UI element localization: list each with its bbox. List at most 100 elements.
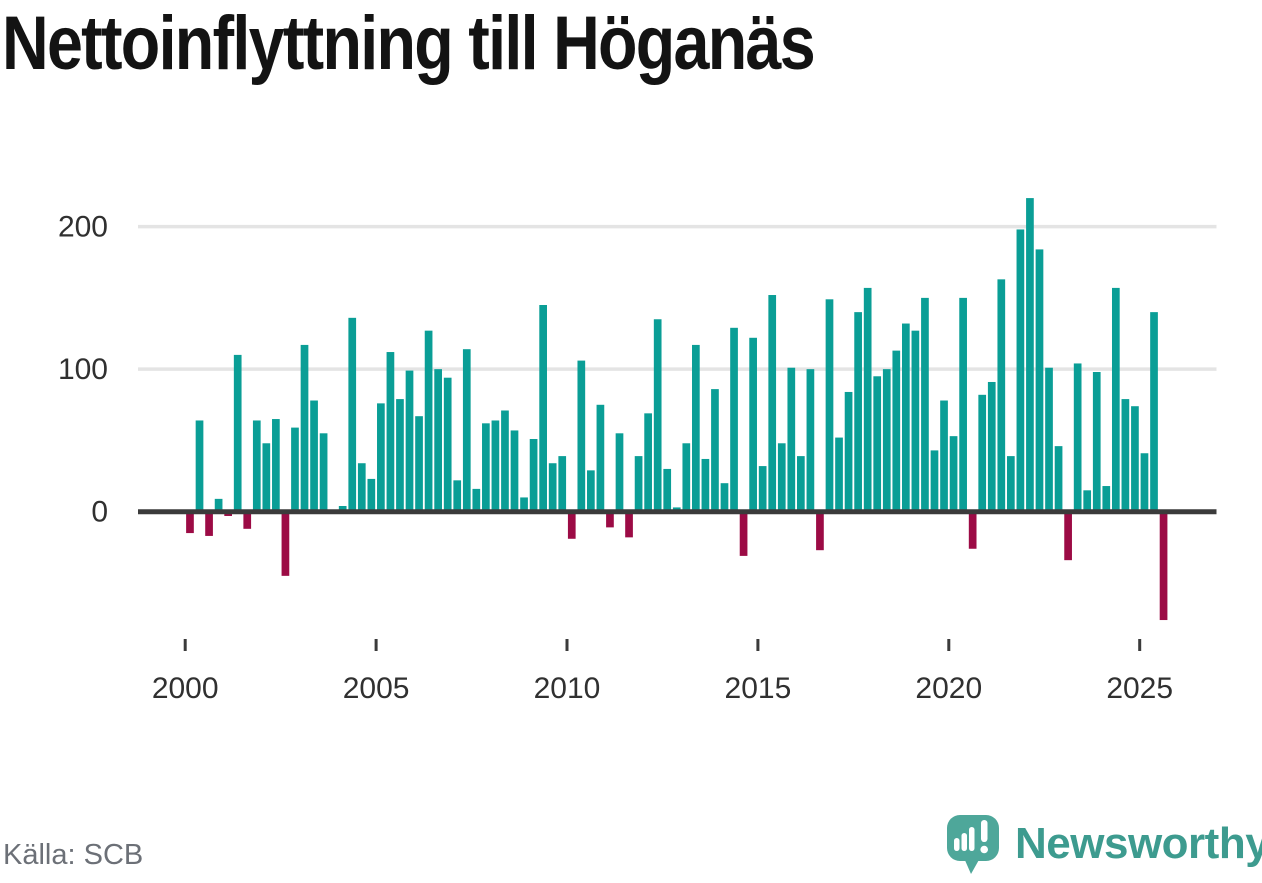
bar-2022Q4 [1054,446,1063,512]
bar-2013Q4 [711,389,719,512]
bar-2013Q1 [682,443,691,512]
bar-2014Q2 [730,327,738,512]
bar-2019Q4 [940,400,948,512]
bar-2002Q1 [262,443,271,512]
source-label: Källa: SCB [3,839,144,871]
bar-2006Q1 [415,416,423,512]
bar-2023Q1 [1064,511,1072,561]
bar-2018Q2 [882,369,891,512]
bar-2005Q3 [396,399,404,512]
bar-2001Q2 [233,354,242,512]
bar-2000Q4 [214,498,223,512]
bar-2021Q3 [1006,456,1015,512]
bar-2017Q3 [854,312,862,512]
bar-2025Q1 [1140,453,1149,512]
bar-2001Q4 [252,420,261,512]
bar-2016Q3 [816,511,824,551]
bar-2016Q4 [825,299,834,512]
bar-2008Q3 [510,430,519,512]
logo-bar-small [954,838,960,851]
logo-exclamation-stem [981,820,988,842]
bar-2004Q1 [338,506,347,512]
bar-2020Q4 [978,394,987,512]
bar-2009Q3 [548,463,557,512]
x-tick-label-2015: 2015 [725,672,792,705]
y-tick-label-0: 0 [91,496,108,529]
bar-2017Q1 [835,437,843,512]
bar-2021Q1 [987,381,996,512]
bar-2022Q1 [1026,198,1034,512]
bar-2005Q4 [405,370,414,512]
bar-2015Q3 [777,443,786,512]
bar-2023Q2 [1073,363,1082,512]
bar-2003Q2 [310,400,318,512]
newsworthy-wordmark: Newsworthy [1015,819,1262,868]
bar-2016Q1 [797,456,805,512]
bar-2020Q3 [968,511,977,549]
bar-2012Q2 [653,319,662,512]
bar-2019Q2 [921,297,929,512]
bar-2011Q1 [606,511,614,528]
bar-2012Q1 [644,413,652,512]
bar-2017Q2 [844,391,853,512]
bar-2007Q3 [472,488,481,512]
bar-2021Q4 [1016,229,1025,512]
bar-2004Q2 [348,317,357,512]
bar-2000Q1 [186,511,194,534]
bar-2018Q1 [873,376,882,512]
bar-2006Q3 [434,369,442,512]
bar-2008Q1 [491,420,500,512]
bar-2024Q3 [1121,399,1130,512]
bar-2002Q3 [281,511,290,576]
bar-2022Q3 [1045,367,1053,512]
bar-2018Q3 [892,350,901,512]
bar-2013Q2 [692,344,700,512]
bar-2025Q3 [1159,511,1168,621]
bar-2006Q4 [443,377,452,512]
bar-2004Q4 [367,478,376,512]
bar-2010Q3 [587,470,595,512]
bar-2002Q4 [291,427,299,512]
bar-2015Q2 [768,295,777,512]
bar-2018Q4 [902,323,910,512]
bar-2017Q4 [863,287,872,512]
bar-2024Q1 [1102,486,1111,512]
bar-2019Q3 [930,450,939,512]
bar-2015Q1 [758,466,767,512]
bar-2019Q1 [911,330,920,512]
bar-2020Q1 [949,436,958,512]
bar-2000Q2 [195,420,204,512]
y-tick-label-200: 200 [58,211,108,244]
chart-title: Nettoinflyttning till Höganäs [2,1,816,86]
bar-2004Q3 [357,463,366,512]
bar-2020Q2 [959,297,967,512]
bar-2002Q2 [272,419,280,512]
x-tick-label-2005: 2005 [343,672,410,705]
bar-2008Q4 [520,497,528,512]
bar-2014Q4 [749,337,757,512]
x-tick-label-2010: 2010 [534,672,601,705]
bar-2009Q1 [529,439,538,512]
bar-2011Q3 [625,511,633,538]
bar-2014Q3 [739,511,748,556]
x-tick-label-2020: 2020 [915,672,982,705]
bar-2025Q2 [1150,312,1158,512]
logo-bar-tall [969,827,975,851]
bar-2000Q3 [205,511,213,536]
bar-2005Q2 [386,352,395,512]
bar-2014Q1 [720,483,729,512]
bar-2003Q1 [300,344,309,512]
bar-2024Q2 [1111,287,1120,512]
bar-2007Q1 [453,480,462,512]
bar-2024Q4 [1131,406,1139,512]
bar-2007Q4 [482,423,490,512]
bar-2011Q2 [615,433,624,512]
x-tick-label-2025: 2025 [1106,672,1173,705]
bar-2007Q2 [462,349,471,512]
bar-2022Q2 [1035,249,1044,512]
x-tick-label-2000: 2000 [152,672,219,705]
bar-2021Q2 [997,279,1006,512]
bar-2011Q4 [634,456,643,512]
bar-2009Q2 [539,305,547,512]
